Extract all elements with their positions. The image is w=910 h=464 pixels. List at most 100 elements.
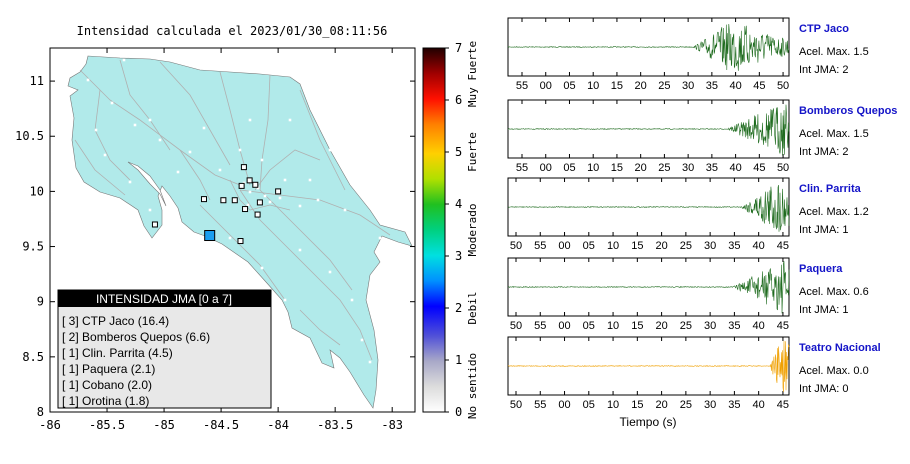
town-dot	[283, 298, 287, 302]
intensity-colorbar: 0 1 2 3 4 5 6 7 No sentido Debil Moderado Fuerte Mu…	[422, 41, 479, 419]
town-dot	[148, 118, 152, 122]
panel-tick-label: 55	[534, 399, 546, 411]
colorbar-tick-label: 7	[455, 41, 462, 55]
accel-max-label: Acel. Max. 0.0	[799, 365, 869, 377]
panel-tick-label: 35	[706, 80, 718, 92]
panel-tick-label: 40	[753, 240, 765, 252]
town-dot	[94, 128, 98, 132]
town-dot	[248, 118, 252, 122]
map-y-tick-label: 10.5	[15, 129, 44, 143]
panel-tick-label: 00	[540, 80, 552, 92]
road-line	[119, 59, 171, 151]
panel-tick-label: 20	[635, 80, 647, 92]
town-dot	[308, 178, 312, 182]
road-line	[229, 179, 291, 211]
colorbar-tick-label: 6	[455, 93, 462, 107]
map-x-tick-label: -85.5	[89, 418, 125, 432]
panel-tick-label: 40	[753, 399, 765, 411]
legend-item: [ 1] Paquera (2.1)	[62, 362, 155, 376]
panel-tick-label: 25	[658, 80, 670, 92]
road-line	[259, 189, 353, 291]
panel-tick-label: 15	[631, 320, 643, 332]
colorbar-category-label: Fuerte	[466, 132, 479, 172]
town-dot	[163, 223, 167, 227]
panel-tick-label: 50	[777, 162, 789, 174]
town-dot	[298, 204, 302, 208]
town-dot	[202, 126, 206, 130]
panel-tick-label: 05	[563, 80, 575, 92]
town-dot	[298, 248, 302, 252]
town-dot	[238, 148, 242, 152]
town-dot	[283, 178, 287, 182]
road-line	[199, 204, 286, 301]
station-marker	[254, 211, 261, 218]
panel-tick-label: 10	[607, 240, 619, 252]
town-dot	[122, 58, 126, 62]
town-dot	[316, 198, 320, 202]
panel-tick-label: 45	[753, 162, 765, 174]
town-dot	[133, 123, 137, 127]
colorbar-tick-label: 3	[455, 249, 462, 263]
nicoya-gulf	[127, 161, 167, 207]
panel-tick-label: 45	[753, 80, 765, 92]
town-dot	[378, 236, 382, 240]
station-marker	[204, 230, 216, 242]
panel-tick-label: 00	[558, 240, 570, 252]
intensity-legend: INTENSIDAD JMA [0 a 7] [ 3] CTP Jaco (16…	[57, 289, 272, 409]
accel-max-label: Acel. Max. 1.5	[799, 46, 869, 58]
map-x-tick-label: -85	[153, 418, 175, 432]
town-dot	[110, 101, 114, 105]
town-dot	[260, 158, 264, 162]
town-dot	[218, 168, 222, 172]
legend-item: [ 1] Clin. Parrita (4.5)	[62, 346, 173, 360]
map-title: Intensidad calculada el 2023/01/30_08:11…	[77, 24, 388, 38]
panel-tick-label: 15	[631, 399, 643, 411]
station-marker	[256, 199, 263, 206]
waveform-panel: 55 00 05 10 15 20 25 30 35 40 45 50 CTP Jaco Acel. Ma…	[507, 17, 869, 92]
map-x-tick-label: -83	[381, 418, 403, 432]
station-marker	[231, 197, 238, 204]
station-name: Paquera	[799, 263, 843, 275]
waveform-panel: 50 55 00 05 10 15 20 25 30 35 40 45 Teatro Nacional A…	[507, 336, 881, 411]
panel-tick-label: 40	[729, 162, 741, 174]
panel-tick-label: 15	[611, 80, 623, 92]
map-x-tick-label: -84	[267, 418, 289, 432]
panel-tick-label: 25	[680, 399, 692, 411]
town-dot	[158, 138, 162, 142]
colorbar-category-label: Muy Fuerte	[466, 41, 479, 107]
station-marker	[237, 238, 244, 245]
int-jma-label: Int JMA: 2	[799, 64, 849, 76]
station-marker	[200, 196, 207, 203]
accel-max-label: Acel. Max. 1.5	[799, 128, 869, 140]
legend-item: [ 1] Orotina (1.8)	[62, 394, 149, 408]
panel-tick-label: 00	[540, 162, 552, 174]
waveform-trace	[507, 184, 790, 232]
panel-tick-label: 05	[583, 399, 595, 411]
panel-tick-label: 30	[682, 80, 694, 92]
town-dot	[268, 200, 272, 204]
station-marker	[220, 197, 227, 204]
map-x-tick-label: -83.5	[317, 418, 353, 432]
map-y-tick-label: 9	[37, 295, 44, 309]
map-x-tick-label: -86	[39, 418, 61, 432]
station-marker	[151, 221, 158, 228]
town-dot	[263, 194, 267, 198]
colorbar-tick-label: 4	[455, 197, 462, 211]
town-dot	[86, 78, 90, 82]
town-dot	[246, 203, 250, 207]
panel-tick-label: 20	[635, 162, 647, 174]
legend-item: [ 3] CTP Jaco (16.4)	[62, 314, 169, 328]
panel-tick-label: 25	[658, 162, 670, 174]
station-marker	[246, 177, 253, 184]
panel-tick-label: 15	[611, 162, 623, 174]
panel-tick-label: 35	[728, 399, 740, 411]
town-dot	[188, 150, 192, 154]
map-y-tick-label: 11	[30, 74, 44, 88]
town-markers	[86, 58, 382, 364]
town-dot	[288, 118, 292, 122]
waveform-trace	[507, 261, 790, 314]
town-dot	[148, 208, 152, 212]
road-line	[94, 89, 131, 181]
